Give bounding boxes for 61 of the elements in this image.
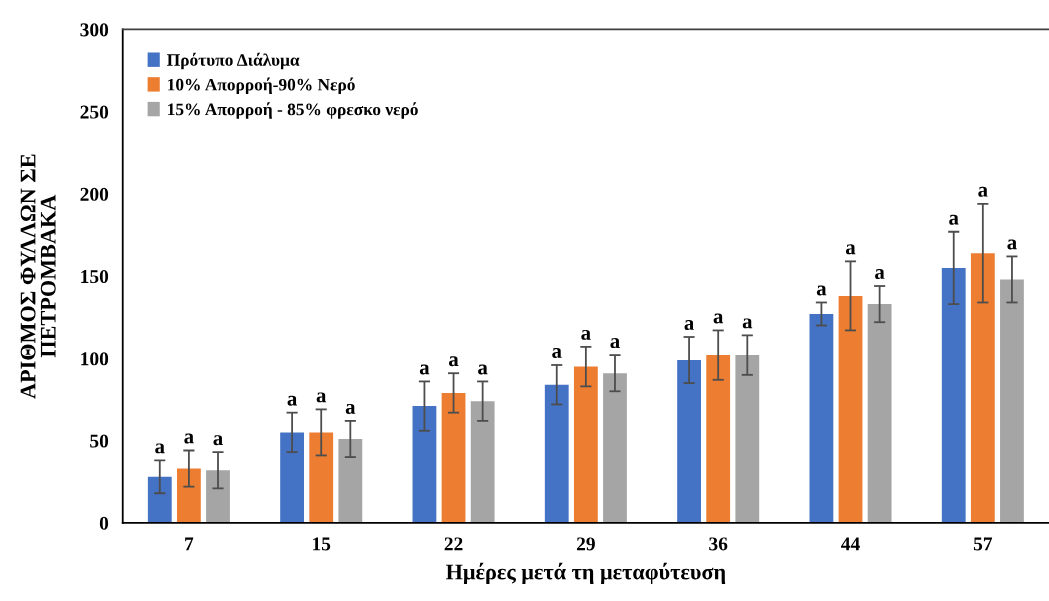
x-tick-label: 29 [576, 537, 595, 551]
data-label: a [684, 320, 694, 331]
data-label: a [478, 364, 488, 375]
bar [735, 355, 760, 523]
data-label: a [742, 318, 753, 329]
x-tick-label: 44 [841, 537, 860, 551]
x-axis-title: Ημέρες μετά τη μεταφύτευση [445, 562, 726, 584]
bar [838, 295, 863, 523]
bar [176, 468, 201, 523]
y-tick-label: 200 [80, 187, 109, 201]
data-label: a [875, 269, 885, 280]
data-label: a [155, 443, 165, 454]
y-tick-label: 0 [99, 516, 109, 530]
bar [970, 253, 995, 523]
x-tick-label: 57 [973, 537, 993, 551]
bar [941, 267, 966, 523]
bar [441, 392, 466, 523]
y-tick-label: 50 [90, 434, 109, 448]
bar [206, 470, 230, 523]
legend-label: Πρότυπο Διάλυμα [167, 52, 300, 70]
bar [867, 304, 892, 523]
data-label: a [213, 435, 223, 446]
data-label: a [419, 364, 430, 375]
bar [677, 360, 701, 523]
y-tick-label: 150 [81, 269, 109, 284]
bar [544, 384, 569, 523]
bar [573, 366, 598, 523]
legend-label: 10% Απορροή-90% Νερό [168, 77, 355, 95]
bar [147, 476, 172, 523]
y-tick-label: 100 [81, 352, 109, 366]
data-label: a [978, 186, 988, 197]
legend-label: 15% Απορροή - 85% φρεσκο νερό [168, 102, 418, 119]
data-label: a [184, 433, 194, 444]
bar [338, 438, 363, 523]
bar [470, 401, 495, 523]
y-tick-label: 300 [80, 23, 109, 37]
data-label: a [449, 356, 459, 367]
bar [809, 313, 834, 523]
bar [280, 432, 305, 523]
bar [309, 432, 334, 523]
data-label: a [845, 244, 856, 255]
y-axis-title: ΑΡΙΘΜΟΣ ΦΥΛΛΩΝ ΣΕ ΠΕΤΡΟΜΒΑΚΑ [20, 154, 56, 399]
data-label: a [713, 313, 724, 324]
x-tick-label: 22 [444, 537, 463, 551]
data-label: a [316, 392, 327, 403]
x-tick-label: 7 [185, 537, 194, 551]
data-label: a [1007, 239, 1017, 250]
data-label: a [345, 403, 356, 414]
x-tick-label: 15 [313, 537, 331, 551]
data-label: a [949, 214, 959, 225]
data-label: a [552, 347, 562, 358]
data-label: a [581, 329, 591, 340]
bar [706, 355, 731, 523]
bar [603, 373, 627, 523]
data-label: a [816, 285, 827, 296]
bar [412, 406, 437, 523]
data-label: a [610, 338, 620, 349]
x-tick-label: 36 [709, 537, 728, 551]
bar [1000, 279, 1024, 523]
y-tick-label: 250 [80, 105, 109, 119]
data-label: a [287, 395, 297, 406]
